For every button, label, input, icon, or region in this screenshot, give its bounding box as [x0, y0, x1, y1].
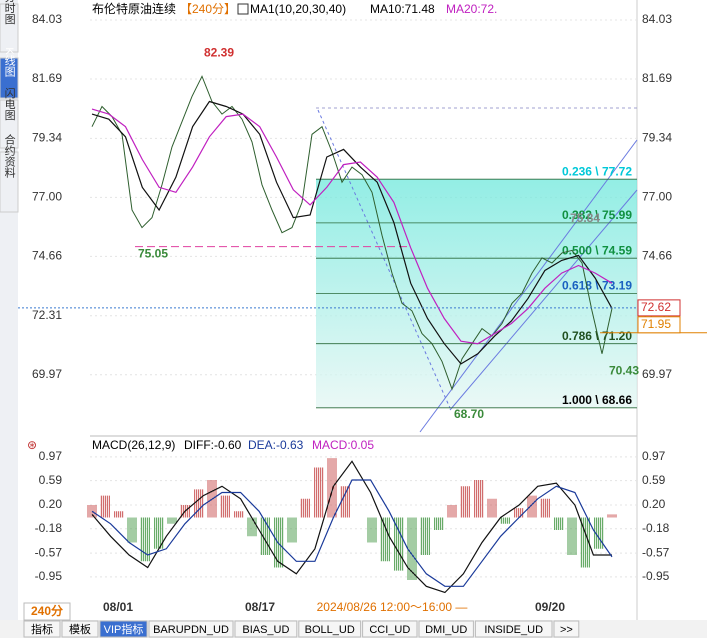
y-tick-label-right: -0.18 — [642, 521, 670, 535]
y-tick-label-left: -0.18 — [35, 521, 63, 535]
x-label: 08/01 — [103, 600, 133, 614]
y-tick-label-left: 69.97 — [32, 367, 62, 381]
bottom-tab-label[interactable]: DMI_UD — [425, 624, 467, 636]
y-tick-label-right: 84.03 — [642, 12, 672, 26]
price-annotation: 75.84 — [570, 211, 600, 225]
ma20: MA20:72. — [446, 2, 497, 16]
bottom-tab-label[interactable]: CCI_UD — [369, 624, 410, 636]
price-annotation: 82.39 — [204, 46, 234, 60]
fib-label: 1.000 \ 68.66 — [562, 393, 632, 407]
price-box — [637, 316, 681, 334]
series-line — [91, 108, 613, 345]
price-box-label: 71.95 — [641, 317, 671, 331]
fib-label: 0.236 \ 77.72 — [562, 164, 632, 178]
bottom-tab-label[interactable]: 指标 — [31, 622, 53, 636]
channel-line — [419, 139, 638, 433]
price-box — [637, 299, 681, 317]
side-tab[interactable] — [0, 151, 19, 213]
y-tick-label-left: 81.69 — [32, 71, 62, 85]
y-tick-label-left: 72.31 — [32, 308, 62, 322]
y-tick-label-left: -0.57 — [35, 545, 63, 559]
y-tick-label-right: -0.95 — [642, 569, 670, 583]
diff: DIFF:-0.60 — [184, 438, 242, 452]
y-tick-label-right: 74.66 — [642, 249, 672, 263]
x-label: 2024/08/26 12:00～16:00 — — [317, 600, 468, 614]
macd-name: MACD(26,12,9) — [92, 438, 175, 452]
y-tick-label-left: -0.95 — [35, 569, 63, 583]
price-box-label: 72.62 — [641, 300, 671, 314]
y-tick-label-right: 79.34 — [642, 131, 672, 145]
y-tick-label-right: 81.69 — [642, 71, 672, 85]
x-label: 09/20 — [535, 600, 565, 614]
series-line — [91, 460, 612, 594]
bottom-tab-label[interactable]: INSIDE_UD — [484, 624, 543, 636]
bottom-tab-label[interactable]: BIAS_UD — [242, 624, 289, 636]
bottom-tab[interactable] — [553, 620, 580, 638]
side-tab[interactable] — [0, 57, 19, 99]
price-annotation: 75.05 — [138, 247, 168, 261]
side-tab-label[interactable]: 合约资料 — [3, 133, 16, 179]
y-tick-label-right: -0.57 — [642, 545, 670, 559]
y-tick-label-right: 0.20 — [642, 497, 666, 511]
y-tick-label-right: 69.97 — [642, 367, 672, 381]
price-annotation: 68.70 — [454, 407, 484, 421]
ma-name: MA1(10,20,30,40) — [250, 2, 346, 16]
side-tab-label[interactable]: K线图 — [3, 47, 16, 77]
x-label: 08/17 — [245, 600, 275, 614]
y-tick-label-left: 74.66 — [32, 249, 62, 263]
bottom-tab[interactable] — [362, 620, 418, 638]
series-line — [91, 479, 613, 587]
trend-dash — [317, 109, 451, 409]
y-tick-label-left: 79.34 — [32, 131, 62, 145]
bottom-tab[interactable] — [298, 620, 362, 638]
period: 【240分】 — [180, 2, 236, 16]
bottom-tab[interactable] — [474, 620, 553, 638]
macd-value: MACD:0.05 — [312, 438, 374, 452]
series-line — [91, 75, 613, 391]
bottom-tab[interactable] — [234, 620, 298, 638]
bottom-tab-label[interactable]: >> — [560, 624, 573, 636]
bottom-tab-label[interactable]: BOLL_UD — [305, 624, 355, 636]
y-tick-label-left: 84.03 — [32, 12, 62, 26]
side-tab[interactable] — [0, 3, 19, 53]
bottom-tab[interactable] — [23, 620, 61, 638]
bottom-tab[interactable] — [418, 620, 474, 638]
bottom-tab[interactable] — [99, 620, 148, 638]
period-box-label[interactable]: 240分 — [31, 603, 63, 618]
side-tab-label[interactable]: 分时图 — [3, 0, 16, 25]
side-tab-label[interactable]: 闪电图 — [3, 86, 16, 121]
period-box[interactable] — [23, 602, 71, 621]
y-tick-label-left: 0.59 — [39, 473, 63, 487]
y-tick-label-right: 77.00 — [642, 190, 672, 204]
ma-icon[interactable] — [237, 3, 249, 15]
fib-label: 0.500 \ 74.59 — [562, 243, 632, 257]
dea: DEA:-0.63 — [248, 438, 304, 452]
bottom-tab-label[interactable]: VIP指标 — [104, 622, 144, 636]
bottom-tab[interactable] — [61, 620, 99, 638]
bottom-tab-label[interactable]: 模板 — [69, 622, 91, 636]
fib-label: 0.382 \ 75.99 — [562, 208, 632, 222]
y-tick-label-left: 0.97 — [39, 449, 63, 463]
y-tick-label-left: 0.20 — [39, 497, 63, 511]
bottom-tab-label[interactable]: BARUPDN_UD — [153, 624, 229, 636]
fib-label: 0.618 \ 73.19 — [562, 279, 632, 293]
y-tick-label-left: 77.00 — [32, 190, 62, 204]
y-tick-label-right: 0.97 — [642, 449, 666, 463]
channel-line — [449, 189, 638, 411]
symbol: 布伦特原油连续 — [92, 1, 176, 16]
price-annotation: 70.43 — [609, 363, 639, 377]
ma10: MA10:71.48 — [370, 2, 435, 16]
bottom-tab[interactable] — [148, 620, 234, 638]
y-tick-label-right: 0.59 — [642, 473, 666, 487]
macd-icon[interactable]: ⊛ — [27, 438, 37, 452]
side-tab[interactable] — [0, 99, 19, 149]
series-line — [91, 100, 613, 365]
